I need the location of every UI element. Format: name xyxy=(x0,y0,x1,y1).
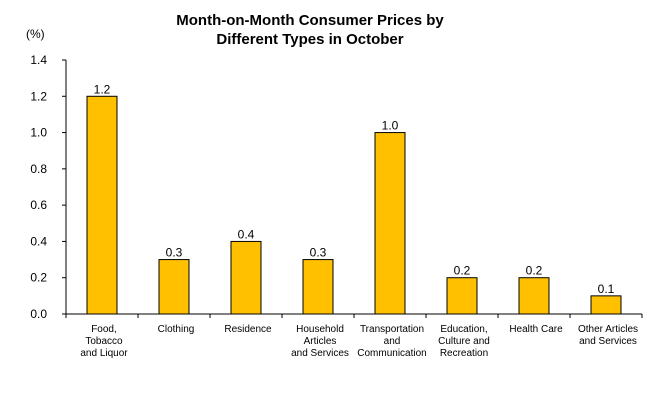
chart-title-line-1: Month-on-Month Consumer Prices by xyxy=(176,12,444,29)
data-label: 0.2 xyxy=(526,264,543,278)
x-tick-label: Food, xyxy=(91,324,117,335)
data-label: 0.1 xyxy=(598,282,615,296)
x-tick-label: Residence xyxy=(224,324,272,335)
x-tick-label: Culture and xyxy=(438,336,490,347)
bar xyxy=(374,132,406,315)
bar xyxy=(86,95,118,315)
bar xyxy=(230,240,262,315)
y-tick-label: 0.4 xyxy=(30,234,47,248)
y-tick-label: 0.6 xyxy=(30,198,47,212)
x-tick-label: and Liquor xyxy=(80,348,128,359)
y-tick-label: 0.2 xyxy=(30,271,47,285)
x-tick-label: and xyxy=(384,336,401,347)
x-tick-label: Articles xyxy=(304,336,337,347)
data-label: 1.0 xyxy=(382,119,399,133)
x-tick-label: Health Care xyxy=(509,324,563,335)
y-axis-ticks: 0.0 0.2 0.4 0.6 0.8 1.0 1.2 1.4 xyxy=(30,53,643,321)
x-tick-label: and Services xyxy=(579,336,637,347)
y-tick-label: 1.4 xyxy=(30,53,47,67)
x-tick-label: Recreation xyxy=(440,348,488,359)
data-label: 1.2 xyxy=(94,82,111,96)
bar xyxy=(158,259,190,315)
x-tick-label: Education, xyxy=(440,324,487,335)
x-tick-label: Household xyxy=(296,324,344,335)
bar xyxy=(302,259,334,315)
x-tick-label: Other Articles xyxy=(578,324,638,335)
y-axis-unit-label: (%) xyxy=(26,27,45,41)
y-tick-label: 1.0 xyxy=(30,126,47,140)
y-tick-label: 0.0 xyxy=(30,307,47,321)
y-tick-label: 0.8 xyxy=(30,162,47,176)
data-label: 0.3 xyxy=(166,246,183,260)
data-label: 0.4 xyxy=(238,227,255,241)
bar xyxy=(518,277,550,315)
bar xyxy=(590,295,622,315)
bars xyxy=(86,95,622,315)
chart-title-line-2: Different Types in October xyxy=(216,31,403,48)
y-tick-label: 1.2 xyxy=(30,89,47,103)
x-tick-label: and Services xyxy=(291,348,349,359)
x-tick-label: Clothing xyxy=(158,324,195,335)
data-label: 0.3 xyxy=(310,246,327,260)
x-tick-label: Transportation xyxy=(360,324,424,335)
x-tick-label: Tobacco xyxy=(85,336,123,347)
data-labels: 1.2 0.3 0.4 0.3 1.0 0.2 0.2 0.1 xyxy=(94,82,615,296)
bar xyxy=(446,277,478,315)
x-tick-label: Communication xyxy=(357,348,426,359)
data-label: 0.2 xyxy=(454,264,471,278)
